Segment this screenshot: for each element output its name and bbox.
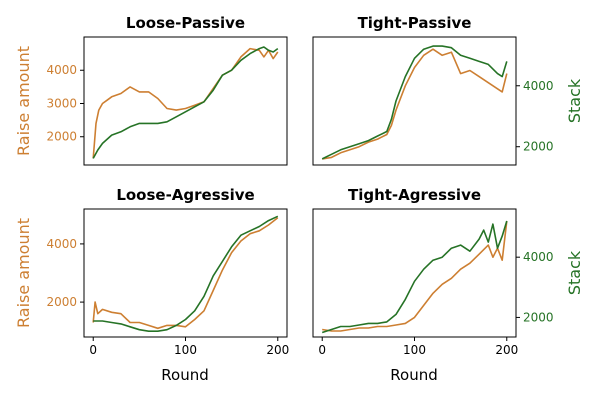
y-tick-label-left: 4000 <box>46 63 77 77</box>
series-line-stack <box>92 46 279 159</box>
ylabel-left-bottom: Raise amount <box>14 218 33 328</box>
panel-loose-agressive: Loose-Agressive 2000 4000 0 100 200 <box>46 186 289 357</box>
y-tick-label-right: 4000 <box>523 250 554 264</box>
series-line-raise-amount <box>92 47 279 159</box>
plot-frame <box>83 36 288 166</box>
y-tick-label-left: 3000 <box>46 96 77 110</box>
xlabel-bottom-left: Round <box>161 366 208 384</box>
series-line-raise-amount <box>92 217 279 330</box>
x-tick-label: 0 <box>89 343 97 357</box>
ylabel-right-top: Stack <box>565 78 584 123</box>
series-line-stack <box>321 220 508 334</box>
x-tick-label: 100 <box>403 343 426 357</box>
y-tick-label-left: 2000 <box>46 295 77 309</box>
panel-title: Loose-Passive <box>126 14 245 32</box>
x-tick-label: 200 <box>266 343 289 357</box>
y-tick-label-right: 4000 <box>523 79 554 93</box>
panel-title: Loose-Agressive <box>116 186 254 204</box>
series-line-raise-amount <box>322 220 508 332</box>
x-tick-label: 0 <box>318 343 326 357</box>
plot-frame <box>312 36 517 166</box>
x-tick-label: 200 <box>495 343 518 357</box>
y-tick-label-left: 4000 <box>46 237 77 251</box>
ylabel-left-top: Raise amount <box>14 46 33 156</box>
y-tick-label-right: 2000 <box>523 310 554 324</box>
xlabel-bottom-right: Round <box>390 366 437 384</box>
y-tick-label-left: 2000 <box>46 130 77 144</box>
ylabel-right-bottom: Stack <box>565 250 584 295</box>
panel-loose-passive: Loose-Passive 2000 3000 4000 <box>46 14 288 166</box>
panel-title: Tight-Passive <box>358 14 472 32</box>
panel-title: Tight-Agressive <box>348 186 481 204</box>
panel-tight-agressive: Tight-Agressive 2000 4000 0 100 200 <box>312 186 554 357</box>
series-line-stack <box>93 215 279 333</box>
series-line-stack <box>321 45 508 160</box>
series-line-raise-amount <box>322 48 508 160</box>
x-tick-label: 100 <box>174 343 197 357</box>
panel-tight-passive: Tight-Passive 2000 4000 <box>312 14 554 166</box>
y-tick-label-right: 2000 <box>523 140 554 154</box>
